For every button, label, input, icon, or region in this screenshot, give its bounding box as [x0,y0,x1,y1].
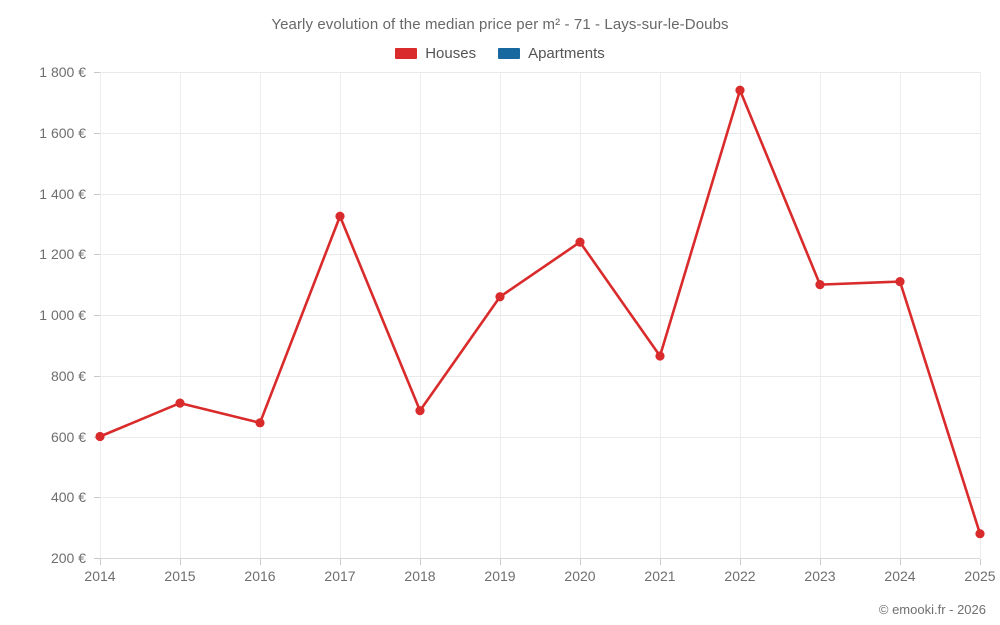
series-line-houses [98,88,982,536]
gridline-vertical [820,72,821,558]
x-axis-tick-label: 2024 [884,568,916,584]
chart-legend: Houses Apartments [0,45,1000,62]
x-axis-tick-mark [420,559,421,565]
data-point[interactable] [95,431,105,442]
x-axis-tick-mark [740,559,741,565]
y-axis-tick-label: 1 600 € [39,124,86,141]
gridline-vertical [340,72,341,558]
data-series-layer [95,85,985,539]
gridline-vertical [180,72,181,558]
data-point[interactable] [175,398,185,408]
x-axis-tick-mark [900,559,901,565]
legend-item-houses[interactable]: Houses [395,45,476,62]
y-axis-tick-mark [94,315,100,316]
x-axis-tick-label: 2015 [164,568,196,584]
gridline-vertical [500,72,501,558]
x-axis-tick-label: 2016 [244,568,276,584]
gridline-vertical [740,72,741,558]
gridline-vertical [980,72,981,558]
data-point[interactable] [255,418,265,428]
plot-area: 2014 2015 2016 2017 2018 2019 2020 2021 2022 2023… [84,72,996,584]
y-axis-tick-label: 1 800 € [39,64,86,80]
x-axis-tick-label: 2020 [564,568,596,584]
y-axis-tick-mark [94,193,100,195]
x-axis-tick-label: 2025 [964,568,996,584]
data-point[interactable] [575,237,585,247]
gridline-horizontal [100,132,980,134]
data-point[interactable] [335,211,345,221]
gridline-horizontal [100,254,980,256]
gridline-horizontal [100,375,980,377]
gridline-horizontal [100,497,980,499]
data-point[interactable] [975,529,985,539]
data-point[interactable] [735,85,745,95]
y-axis-tick-label: 1 400 € [39,185,86,202]
y-axis-tick-label: 600 € [50,428,86,445]
gridline-vertical [100,72,101,558]
x-axis-tick-label: 2017 [324,568,356,584]
x-axis-tick-label: 2021 [644,568,676,584]
footer-credit: © emooki.fr - 2026 [878,602,986,617]
data-point[interactable] [415,406,425,416]
gridline-horizontal [100,436,980,438]
data-point[interactable] [655,351,665,361]
legend-item-apartments[interactable]: Apartments [498,45,605,62]
y-axis-tick-label: 800 € [50,367,86,384]
x-axis-tick-label: 2023 [804,568,836,584]
y-axis-tick-label: 1 000 € [39,307,86,323]
x-axis-tick-label: 2014 [84,568,116,584]
x-axis-tick-mark [580,559,581,565]
x-axis-tick-label: 2022 [724,568,756,584]
gridline-vertical [420,72,421,558]
legend-label: Apartments [528,45,605,62]
gridline-vertical [580,72,581,558]
legend-swatch-icon [498,48,521,59]
chart-title: Yearly evolution of the median price per… [271,16,729,33]
data-point[interactable] [495,292,505,302]
x-axis-tick-mark [340,559,341,565]
y-axis-tick-mark [94,254,100,256]
x-axis-tick-mark [660,559,661,565]
y-axis-tick-mark [94,497,100,499]
data-point[interactable] [815,280,825,290]
x-axis-tick-mark [980,559,981,565]
x-axis-tick-label: 2018 [404,568,436,584]
legend-label: Houses [425,45,477,62]
x-axis-tick-mark [260,559,261,565]
x-axis-tick-mark [500,559,501,565]
gridline-horizontal [100,315,980,316]
gridline-vertical [260,72,261,558]
legend-swatch-icon [395,48,418,59]
y-axis-tick-mark [94,72,100,73]
gridline-horizontal [100,72,980,73]
gridline-vertical [660,72,661,558]
gridline-horizontal [100,193,980,195]
x-axis-tick-label: 2019 [484,568,516,584]
y-axis-tick-label: 200 € [50,550,86,566]
y-axis-tick-label: 400 € [50,489,86,506]
gridline-vertical [900,72,901,558]
y-axis-tick-mark [94,132,100,134]
y-axis-tick-label: 1 200 € [39,246,86,263]
x-axis-tick-mark [180,559,181,565]
x-axis-tick-mark [100,559,101,565]
x-axis-tick-mark [820,559,821,565]
y-axis-tick-mark [94,375,100,377]
y-axis-tick-mark [94,558,100,559]
data-point[interactable] [895,276,905,287]
x-axis-line [100,558,980,559]
